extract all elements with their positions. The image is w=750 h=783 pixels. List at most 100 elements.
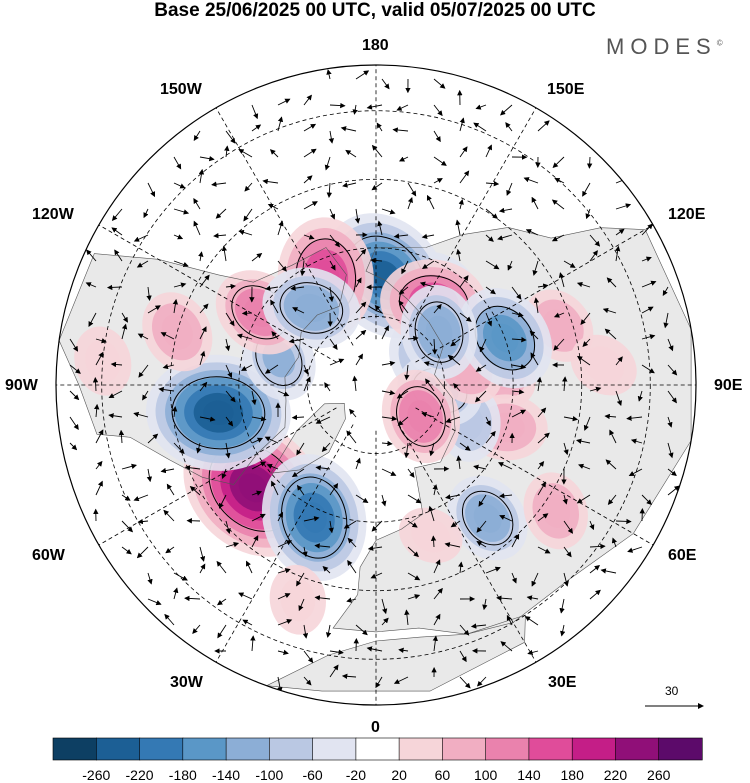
wind-arrow-7 (88, 312, 97, 327)
wind-arrow-425 (606, 277, 617, 288)
wind-arrow-423 (615, 228, 625, 236)
wind-arrow-48 (173, 182, 186, 189)
wind-arrow-422 (615, 203, 632, 210)
wind-arrow-39 (133, 411, 149, 418)
wind-arrow-67 (199, 155, 215, 162)
wind-arrow-387 (551, 234, 565, 242)
wind-arrow-246 (375, 676, 383, 689)
meridian-60 (415, 407, 654, 546)
wind-arrow-77 (199, 416, 216, 422)
wind-arrow-56 (158, 386, 175, 393)
wind-arrow-108 (251, 124, 262, 132)
wind-arrow-38 (142, 390, 149, 401)
wind-arrow-362 (500, 641, 513, 652)
meridian-30 (398, 424, 537, 663)
wind-arrows (69, 69, 680, 693)
wind-arrow-227 (371, 182, 383, 191)
wind-arrow-307 (445, 416, 461, 423)
wind-arrow-128 (250, 635, 256, 652)
wind-arrow-291 (433, 587, 443, 600)
wind-arrow-125 (245, 560, 253, 574)
wind-arrow-324 (485, 260, 500, 270)
colorbar-tick-label: 140 (517, 767, 541, 783)
lon-label-0: 0 (371, 719, 380, 736)
wind-arrow-257 (407, 335, 419, 342)
map-border (55, 64, 697, 706)
wind-arrow-328 (475, 364, 487, 372)
wind-arrow-124 (251, 535, 259, 548)
wind-arrow-312 (444, 542, 461, 548)
wind-arrow-9 (95, 351, 104, 366)
wind-arrow-411 (576, 355, 591, 366)
meridian-210 (215, 107, 354, 346)
wind-arrow-40 (147, 433, 159, 444)
wind-arrow-394 (563, 416, 579, 422)
wind-arrow-428 (615, 356, 623, 366)
wind-arrow-405 (585, 208, 591, 220)
wind-arrow-143 (266, 463, 279, 470)
colorbar-swatch-14 (658, 737, 703, 761)
wind-arrow-327 (479, 338, 487, 353)
wind-arrow-66 (193, 130, 201, 141)
wind-arrow-8 (95, 338, 107, 344)
wind-arrow-210 (355, 353, 363, 366)
anomaly-cell-24 (142, 292, 213, 372)
wind-arrow-383 (527, 649, 539, 656)
wind-arrow-408 (576, 281, 591, 288)
wind-arrow-103 (216, 560, 227, 574)
wind-arrow-414 (576, 438, 591, 444)
lon-label-60w: 60W (32, 547, 65, 564)
wind-arrow-395 (563, 442, 569, 456)
colorbar-tick-label: 20 (391, 767, 407, 783)
wind-arrow-191 (329, 482, 339, 496)
wind-arrow-363 (537, 120, 550, 132)
wind-arrow-274 (433, 156, 447, 166)
wind-arrow-92 (225, 283, 236, 290)
wind-arrow-31 (143, 208, 149, 219)
wind-arrow-391 (553, 338, 565, 351)
wind-arrow-348 (511, 286, 522, 300)
wind-arrow-333 (478, 494, 487, 507)
wind-arrow-344 (506, 182, 513, 196)
wind-arrow-310 (445, 494, 461, 500)
wind-arrow-232 (374, 304, 383, 314)
wind-arrow-37 (138, 364, 149, 378)
wind-arrow-1 (69, 364, 81, 374)
wind-arrow-168 (303, 516, 320, 522)
wind-arrow-198 (329, 664, 339, 678)
wind-arrow-151 (277, 676, 283, 693)
wind-arrow-3 (69, 416, 79, 430)
wind-arrow-22 (110, 361, 123, 368)
wind-arrow-374 (537, 407, 547, 418)
meridian-120 (415, 224, 654, 363)
wind-arrow-409 (580, 312, 591, 326)
wind-arrow-260 (397, 416, 409, 426)
wind-arrow-202 (345, 149, 357, 158)
wind-arrow-96 (225, 390, 236, 403)
lon-label-90e: 90E (714, 377, 743, 394)
wind-arrow-300 (455, 219, 461, 236)
wind-arrow-139 (264, 364, 279, 374)
wind-arrow-318 (475, 104, 487, 110)
wind-arrow-219 (346, 597, 357, 603)
wind-arrow-457 (667, 468, 677, 477)
wind-arrow-127 (242, 619, 253, 626)
lon-label-150w: 150W (160, 81, 202, 98)
wind-arrow-342 (505, 122, 513, 132)
wind-arrow-174 (303, 676, 312, 686)
colorbar-tick-label: 260 (647, 767, 671, 783)
wind-arrow-412 (589, 386, 602, 392)
wind-arrow-305 (447, 354, 461, 366)
wind-arrow-269 (398, 647, 409, 654)
lon-label-120w: 120W (32, 206, 74, 223)
wind-arrow-273 (433, 130, 441, 143)
wind-arrow-120 (251, 437, 264, 444)
wind-arrow-187 (324, 382, 331, 392)
wind-arrow-159 (290, 285, 305, 291)
wind-arrow-150 (277, 649, 289, 655)
wind-arrow-131 (269, 149, 279, 158)
wind-arrow-454 (667, 390, 677, 404)
wind-arrow-28 (121, 520, 134, 533)
wind-arrow-0 (69, 338, 79, 352)
wind-arrow-406 (589, 234, 601, 247)
